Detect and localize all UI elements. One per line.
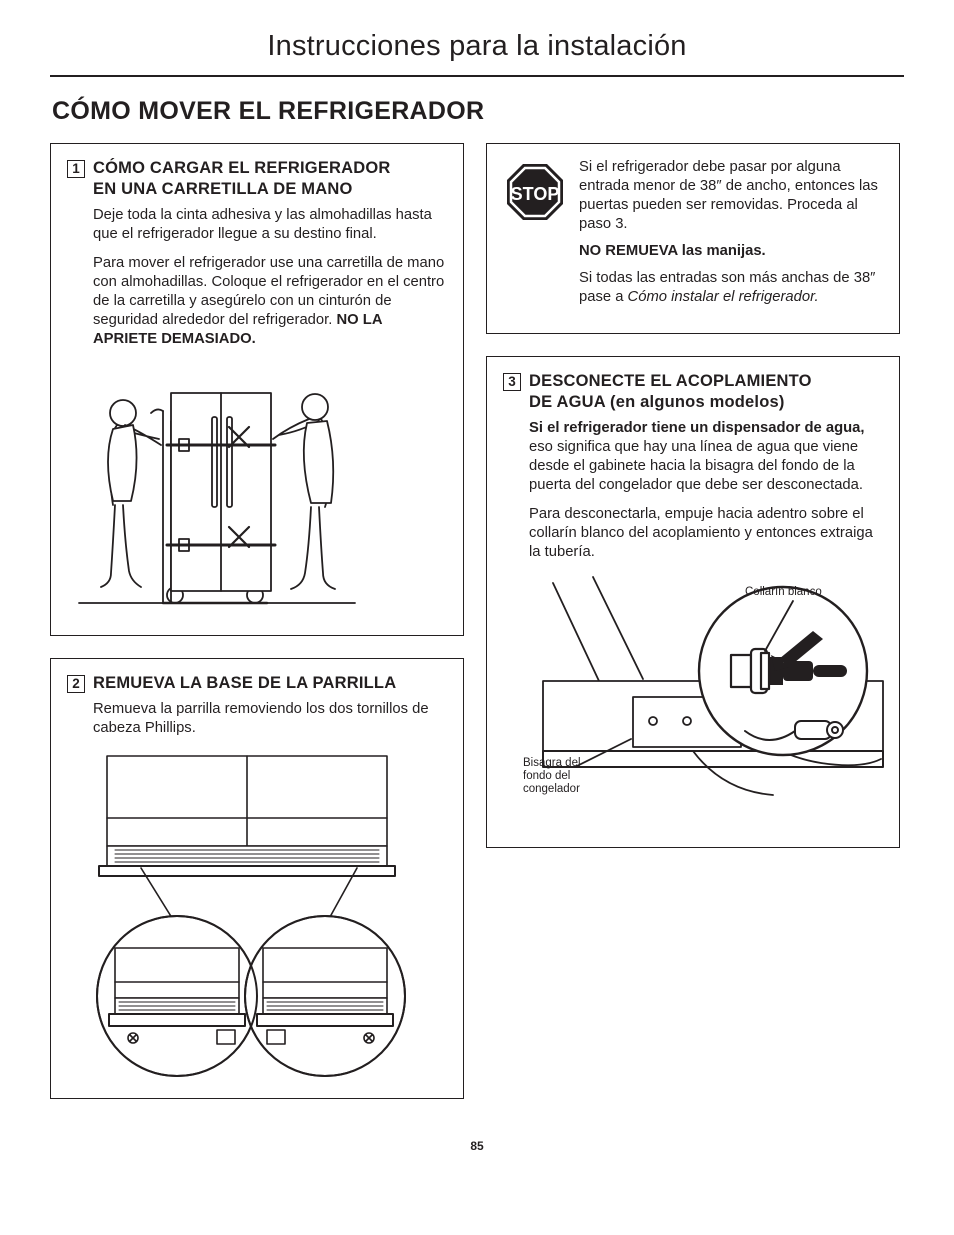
stop-label: STOP xyxy=(511,184,560,204)
stop-text: Si el refrigerador debe pasar por alguna… xyxy=(579,158,883,307)
step1-num: 1 xyxy=(67,160,85,178)
step1-head: 1 CÓMO CARGAR EL REFRIGERADOR EN UNA CAR… xyxy=(67,158,447,200)
page-number: 85 xyxy=(50,1139,904,1154)
step1-panel: 1 CÓMO CARGAR EL REFRIGERADOR EN UNA CAR… xyxy=(50,143,464,636)
right-column: STOP Si el refrigerador debe pasar por a… xyxy=(486,143,900,870)
label-hinge: Bisagra del fondo del congelador xyxy=(523,757,603,797)
stop-p1: Si el refrigerador debe pasar por alguna… xyxy=(579,158,883,234)
step3-p1a: Si el refrigerador tiene un dispensador … xyxy=(529,420,864,436)
stop-panel: STOP Si el refrigerador debe pasar por a… xyxy=(486,143,900,334)
label-collar: Collarín blanco xyxy=(745,586,822,598)
step3-num: 3 xyxy=(503,373,521,391)
stop-p3: Si todas las entradas son más anchas de … xyxy=(579,269,883,307)
page-header: Instrucciones para la instalación xyxy=(50,28,904,77)
step3-head: 3 DESCONECTE EL ACOPLAMIENTO DE AGUA (en… xyxy=(503,371,883,413)
step1-p2: Para mover el refrigerador use una carre… xyxy=(93,254,447,349)
stop-p2: NO REMUEVA las manijas. xyxy=(579,242,883,261)
step3-title-l1: DESCONECTE EL ACOPLAMIENTO xyxy=(529,372,812,390)
step1-illustration xyxy=(67,359,447,619)
stop-sign-icon: STOP xyxy=(503,160,567,229)
step1-title-l2: EN UNA CARRETILLA DE MANO xyxy=(93,180,353,198)
step2-num: 2 xyxy=(67,675,85,693)
step1-title: CÓMO CARGAR EL REFRIGERADOR EN UNA CARRE… xyxy=(93,158,391,200)
step3-title: DESCONECTE EL ACOPLAMIENTO DE AGUA (en a… xyxy=(529,371,812,413)
step3-p2: Para desconectarla, empuje hacia adentro… xyxy=(529,505,883,562)
step2-head: 2 REMUEVA LA BASE DE LA PARRILLA xyxy=(67,673,447,694)
step2-p1: Remueva la parrilla removiendo los dos t… xyxy=(93,700,447,738)
step1-p1: Deje toda la cinta adhesiva y las almoha… xyxy=(93,206,447,244)
stop-row: STOP Si el refrigerador debe pasar por a… xyxy=(503,158,883,307)
content-columns: 1 CÓMO CARGAR EL REFRIGERADOR EN UNA CAR… xyxy=(50,143,904,1121)
step3-illustration: Collarín blanco Bisagra del fondo del co… xyxy=(513,571,883,831)
stop-p3b: Cómo instalar el refrigerador. xyxy=(628,289,819,305)
step1-title-l1: CÓMO CARGAR EL REFRIGERADOR xyxy=(93,159,391,177)
section-title: CÓMO MOVER EL REFRIGERADOR xyxy=(52,95,904,127)
left-column: 1 CÓMO CARGAR EL REFRIGERADOR EN UNA CAR… xyxy=(50,143,464,1121)
step3-title-l2: DE AGUA (en algunos modelos) xyxy=(529,393,785,411)
step3-p1b: eso significa que hay una línea de agua … xyxy=(529,439,863,493)
step3-p1: Si el refrigerador tiene un dispensador … xyxy=(529,419,883,495)
step3-panel: 3 DESCONECTE EL ACOPLAMIENTO DE AGUA (en… xyxy=(486,356,900,849)
step1-p2a: Para mover el refrigerador use una carre… xyxy=(93,255,444,328)
step2-illustration xyxy=(67,748,447,1088)
step2-panel: 2 REMUEVA LA BASE DE LA PARRILLA Remueva… xyxy=(50,658,464,1099)
step2-title: REMUEVA LA BASE DE LA PARRILLA xyxy=(93,673,396,694)
